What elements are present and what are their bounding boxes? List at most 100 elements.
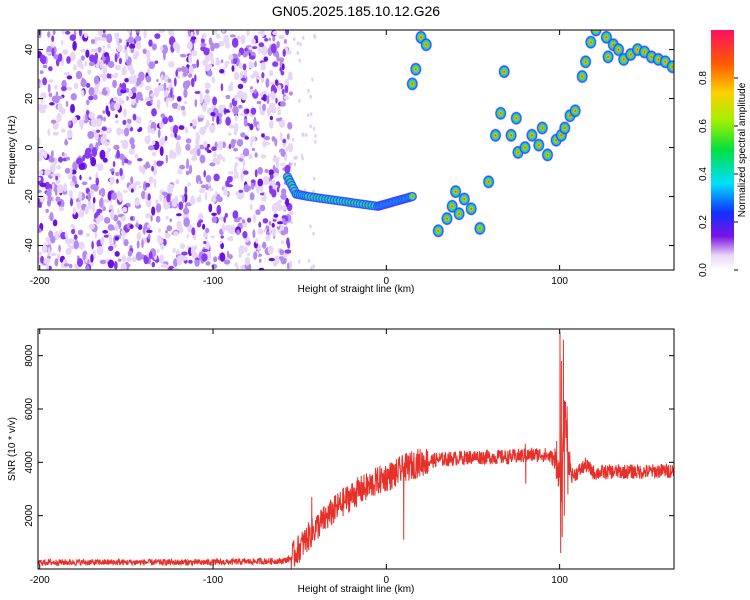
noise-speck: [282, 138, 287, 144]
noise-speck: [112, 79, 117, 89]
noise-speck: [75, 70, 83, 80]
noise-speck: [280, 70, 285, 76]
noise-speck: [169, 184, 175, 188]
noise-speck: [229, 124, 235, 129]
noise-speck: [178, 170, 183, 175]
x-tick-label: -200: [30, 276, 50, 287]
noise-speck: [298, 58, 301, 63]
noise-speck: [265, 234, 271, 242]
noise-speck: [222, 156, 226, 163]
spectral-cluster: [541, 147, 554, 162]
noise-speck: [50, 235, 56, 244]
noise-speck: [159, 160, 164, 165]
noise-speck: [101, 89, 108, 96]
noise-speck: [265, 78, 270, 88]
noise-speck: [217, 140, 223, 151]
noise-speck: [131, 188, 134, 193]
noise-speck: [238, 157, 244, 162]
noise-speck: [229, 224, 236, 235]
noise-speck: [126, 123, 132, 129]
noise-speck: [281, 88, 285, 95]
noise-speck: [190, 245, 196, 256]
noise-speck: [113, 214, 119, 222]
spectral-cluster: [473, 221, 486, 236]
x-tick-label: 100: [551, 575, 568, 586]
noise-speck: [52, 131, 60, 136]
spectral-cluster: [602, 49, 615, 64]
noise-speck: [160, 263, 168, 269]
noise-speck: [261, 133, 265, 138]
noise-speck: [168, 84, 171, 92]
noise-speck: [271, 179, 276, 190]
noise-speck: [113, 96, 119, 102]
noise-speck: [196, 148, 201, 157]
noise-speck: [191, 77, 195, 88]
noise-speck: [151, 206, 156, 216]
noise-speck: [283, 96, 290, 100]
noise-speck: [129, 224, 134, 230]
noise-speck: [157, 128, 161, 139]
noise-speck: [160, 243, 165, 250]
noise-speck: [199, 180, 203, 184]
noise-speck: [199, 91, 203, 102]
noise-speck: [238, 189, 244, 193]
noise-speck: [263, 228, 267, 233]
noise-speck: [130, 216, 133, 221]
noise-speck: [158, 30, 166, 33]
noise-speck: [48, 92, 53, 98]
noise-speck: [251, 38, 256, 45]
noise-speck: [117, 208, 120, 215]
heatmap-x-label: Height of straight line (km): [298, 284, 415, 295]
noise-speck: [295, 155, 298, 160]
noise-speck: [38, 151, 43, 160]
noise-speck: [254, 88, 257, 95]
noise-speck: [129, 69, 135, 76]
noise-speck: [281, 215, 288, 220]
noise-speck: [44, 169, 51, 176]
noise-speck: [196, 59, 199, 68]
noise-speck: [288, 142, 293, 153]
noise-speck: [228, 224, 231, 234]
spectral-cluster: [536, 121, 549, 135]
noise-speck: [279, 67, 283, 72]
noise-speck: [123, 49, 128, 54]
noise-speck: [90, 253, 94, 263]
noise-speck: [234, 162, 239, 168]
noise-speck: [88, 111, 95, 120]
noise-speck: [43, 257, 51, 265]
noise-speck: [253, 251, 258, 260]
noise-speck: [100, 130, 104, 134]
noise-speck: [154, 33, 161, 39]
noise-speck: [116, 36, 119, 45]
noise-speck: [228, 54, 234, 61]
noise-speck: [271, 222, 275, 228]
noise-speck: [201, 33, 207, 40]
noise-speck: [233, 173, 237, 180]
noise-speck: [218, 216, 225, 221]
noise-speck: [129, 43, 136, 50]
noise-speck: [50, 119, 57, 124]
noise-speck: [222, 192, 229, 196]
noise-speck: [135, 30, 140, 33]
noise-speck: [284, 164, 291, 174]
noise-speck: [263, 175, 269, 186]
noise-speck: [39, 82, 43, 87]
noise-speck: [151, 261, 156, 268]
noise-speck: [312, 231, 315, 236]
noise-speck: [169, 149, 174, 156]
x-tick-label: -200: [30, 575, 50, 586]
noise-speck: [158, 228, 162, 233]
heatmap-x-axis: -200 -100 0 100: [30, 30, 568, 287]
noise-speck: [45, 51, 52, 55]
noise-speck: [116, 149, 120, 159]
noise-speck: [293, 156, 296, 160]
spectral-cluster: [505, 128, 518, 143]
noise-speck: [166, 193, 171, 203]
noise-speck: [282, 48, 286, 57]
noise-speck: [100, 37, 107, 41]
noise-speck: [146, 224, 152, 228]
noise-speck: [51, 35, 55, 43]
noise-speck: [110, 209, 115, 220]
noise-speck: [263, 136, 270, 140]
noise-speck: [84, 206, 89, 215]
